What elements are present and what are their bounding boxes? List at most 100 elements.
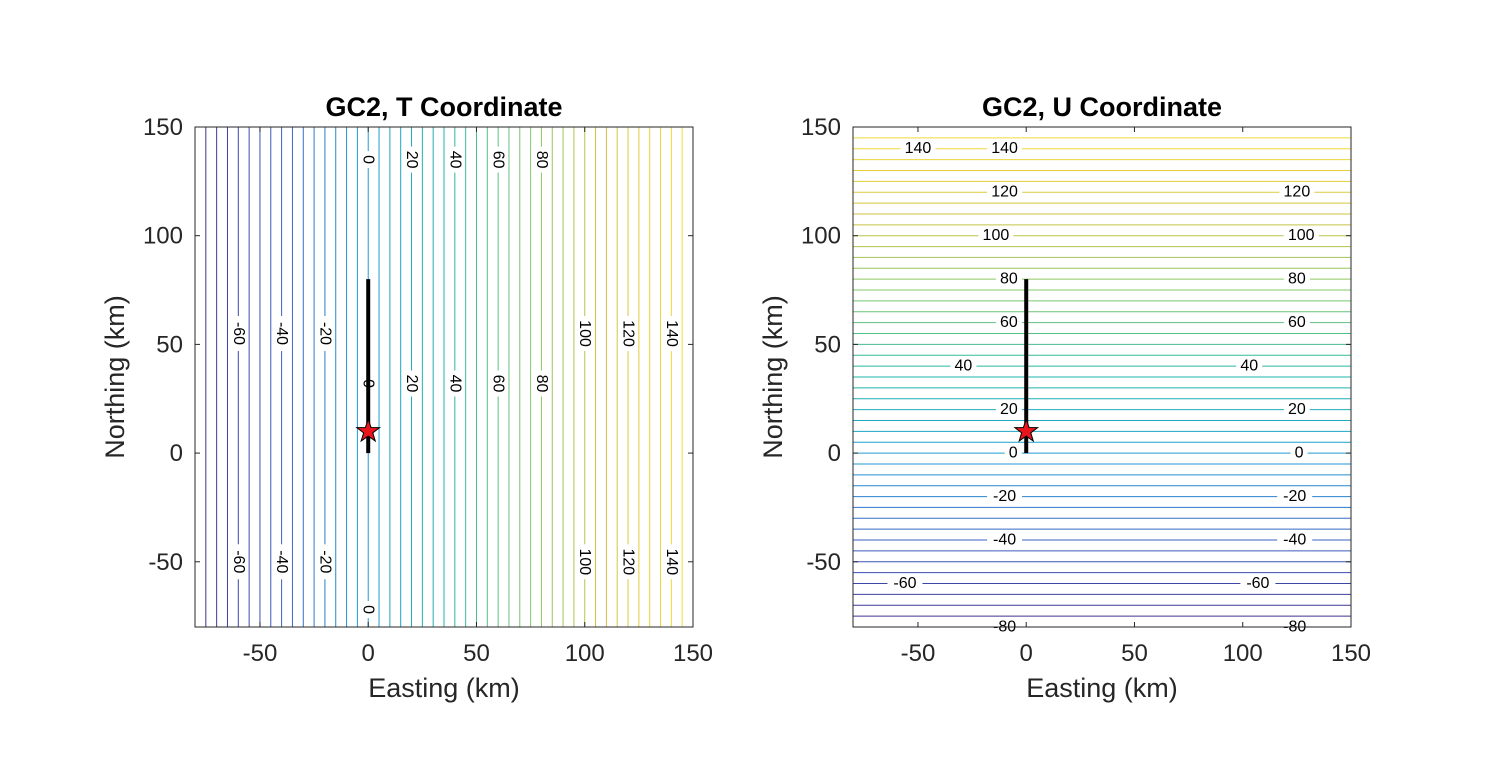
contour-label-background — [987, 182, 1023, 203]
contour-label: 60 — [1288, 314, 1306, 331]
contour-label: 80 — [533, 151, 550, 169]
contour-label: 20 — [403, 375, 420, 393]
u-coordinate-chart: GC2, U Coordinate 140 140 120 120 100 100 80 80… — [758, 92, 1371, 703]
chart-title: GC2, T Coordinate — [325, 92, 562, 122]
contour-label: -60 — [1246, 575, 1269, 592]
contour-label-background — [488, 146, 509, 173]
contour-label: 0 — [360, 155, 377, 164]
contour-label-background — [314, 544, 335, 580]
contour-label: 100 — [983, 227, 1010, 244]
contour-label: -20 — [993, 488, 1016, 505]
contour-label: -40 — [273, 322, 290, 345]
x-tick-label: -50 — [901, 640, 936, 667]
y-tick-label: -50 — [148, 549, 183, 576]
contour-label: -20 — [316, 550, 333, 573]
contour-label-background — [574, 544, 595, 580]
contour-label: -60 — [230, 322, 247, 345]
contour-label-background — [401, 370, 422, 397]
t-coordinate-chart: GC2, T Coordinate 0 20 40 60 80 -60 -40 -20 100 1… — [100, 92, 713, 703]
overlay — [1013, 279, 1040, 454]
y-axis-label: Northing (km) — [758, 295, 788, 459]
contour-label-background — [1283, 269, 1310, 290]
contour-label: 20 — [403, 151, 420, 169]
contour-label: 40 — [446, 151, 463, 169]
contour-label-background — [995, 269, 1022, 290]
contour-label: 140 — [991, 140, 1018, 157]
contour-label: 0 — [360, 605, 377, 614]
x-tick-label: 50 — [463, 640, 490, 667]
contour-label-background — [271, 316, 292, 352]
contour-label-background — [531, 370, 552, 397]
contour-label: 80 — [1000, 271, 1018, 288]
y-axis-label: Northing (km) — [100, 295, 130, 459]
x-tick-label: 0 — [1020, 640, 1033, 667]
contour-label: 120 — [620, 320, 637, 347]
contour-label: 20 — [1288, 401, 1306, 418]
contour-label-background — [987, 486, 1023, 507]
contour-label-background — [987, 530, 1023, 551]
contour-label: 120 — [991, 184, 1018, 201]
contour-label-background — [950, 356, 977, 377]
axes-box — [852, 126, 1352, 628]
epicenter-star-icon — [1013, 417, 1040, 443]
contour-label: 40 — [446, 375, 463, 393]
contour-label-background — [314, 316, 335, 352]
contour-label: 120 — [620, 548, 637, 575]
contour-label-background — [900, 138, 936, 159]
contour-label-background — [1279, 182, 1315, 203]
contour-label-background — [488, 370, 509, 397]
contour-label-background — [401, 146, 422, 173]
contour-label-background — [1290, 443, 1308, 464]
contour-label: 40 — [955, 358, 973, 375]
contour-label-background — [1277, 530, 1313, 551]
contour-label-background — [228, 544, 249, 580]
contour-label: 20 — [1000, 401, 1018, 418]
contour-label: 140 — [905, 140, 932, 157]
contour-label-background — [358, 151, 379, 169]
contour-label-background — [358, 601, 379, 619]
y-tick-label: 0 — [828, 440, 841, 467]
contour-label: 100 — [576, 548, 593, 575]
contour-label-background — [1004, 443, 1022, 464]
x-tick-label: 100 — [1223, 640, 1263, 667]
x-axis-label: Easting (km) — [368, 673, 520, 703]
contour-label-background — [887, 573, 923, 594]
contour-label: 100 — [576, 320, 593, 347]
contour-label-background — [661, 316, 682, 352]
x-tick-label: 150 — [1331, 640, 1371, 667]
contour-label-background — [271, 544, 292, 580]
x-tick-label: 0 — [362, 640, 375, 667]
x-tick-label: -50 — [243, 640, 278, 667]
contour-labels: 140 140 120 120 100 100 80 80 60 60 40 40 20 20 0 0 -20 -… — [887, 138, 1319, 637]
x-tick-label: 50 — [1121, 640, 1148, 667]
contour-label-background — [444, 370, 465, 397]
contour-label: 80 — [533, 375, 550, 393]
contour-label: 140 — [663, 548, 680, 575]
contour-label: -20 — [316, 322, 333, 345]
contour-label: 120 — [1284, 184, 1311, 201]
contour-label-background — [1283, 312, 1310, 333]
y-tick-label: 100 — [801, 223, 841, 250]
contour-label: -60 — [893, 575, 916, 592]
axis-ticks: -50 0 50 100 150 -50 0 50 100 150 — [801, 114, 1371, 667]
contour-labels: 0 20 40 60 80 -60 -40 -20 100 120 140 0 20 40 60 80 -60 -… — [228, 146, 682, 619]
overlay — [355, 279, 382, 454]
contour-label-background — [618, 316, 639, 352]
x-tick-label: 100 — [565, 640, 605, 667]
y-tick-label: 50 — [814, 331, 841, 358]
contour-label: -60 — [230, 550, 247, 573]
contour-label-background — [978, 225, 1014, 246]
contour-label: 60 — [490, 375, 507, 393]
contour-label: -40 — [273, 550, 290, 573]
y-tick-label: 150 — [801, 114, 841, 141]
axes-box — [194, 126, 694, 628]
contour-label: 0 — [1009, 445, 1018, 462]
x-tick-label: 150 — [673, 640, 713, 667]
contour-label-background — [618, 544, 639, 580]
contour-label: 40 — [1240, 358, 1258, 375]
contour-label-background — [531, 146, 552, 173]
contour-label: 0 — [1295, 445, 1304, 462]
y-tick-label: -50 — [806, 549, 841, 576]
